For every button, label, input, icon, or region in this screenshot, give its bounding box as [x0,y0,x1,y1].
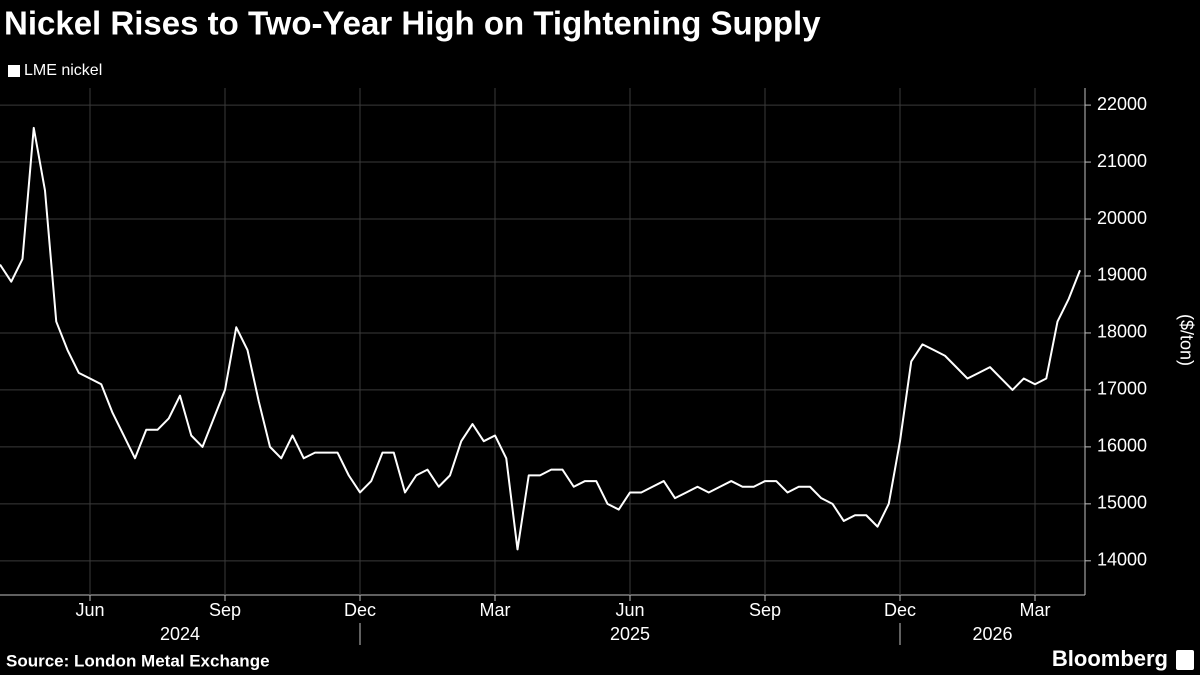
x-tick-label: Dec [884,600,916,620]
year-label: 2024 [160,624,200,644]
source: Source: London Metal Exchange [6,651,270,670]
y-tick-label: 20000 [1097,208,1147,228]
y-axis-label: ($/ton) [1176,314,1196,366]
year-label: 2025 [610,624,650,644]
chart-title: Nickel Rises to Two-Year High on Tighten… [4,5,821,42]
x-tick-label: Mar [480,600,511,620]
x-tick-label: Jun [75,600,104,620]
y-tick-label: 14000 [1097,550,1147,570]
y-tick-label: 18000 [1097,322,1147,342]
y-tick-label: 15000 [1097,493,1147,513]
x-tick-label: Jun [615,600,644,620]
x-tick-label: Sep [209,600,241,620]
legend-swatch [8,65,20,77]
year-label: 2026 [972,624,1012,644]
line [0,126,1081,551]
x-tick-label: Sep [749,600,781,620]
y-tick-label: 16000 [1097,436,1147,456]
legend-label: LME nickel [24,62,102,79]
y-tick-label: 22000 [1097,94,1147,114]
brand: Bloomberg [1052,646,1168,671]
y-tick-label: 17000 [1097,379,1147,399]
brand-icon [1176,650,1194,670]
y-tick-label: 21000 [1097,151,1147,171]
x-tick-label: Dec [344,600,376,620]
x-tick-label: Mar [1020,600,1051,620]
y-tick-label: 19000 [1097,265,1147,285]
